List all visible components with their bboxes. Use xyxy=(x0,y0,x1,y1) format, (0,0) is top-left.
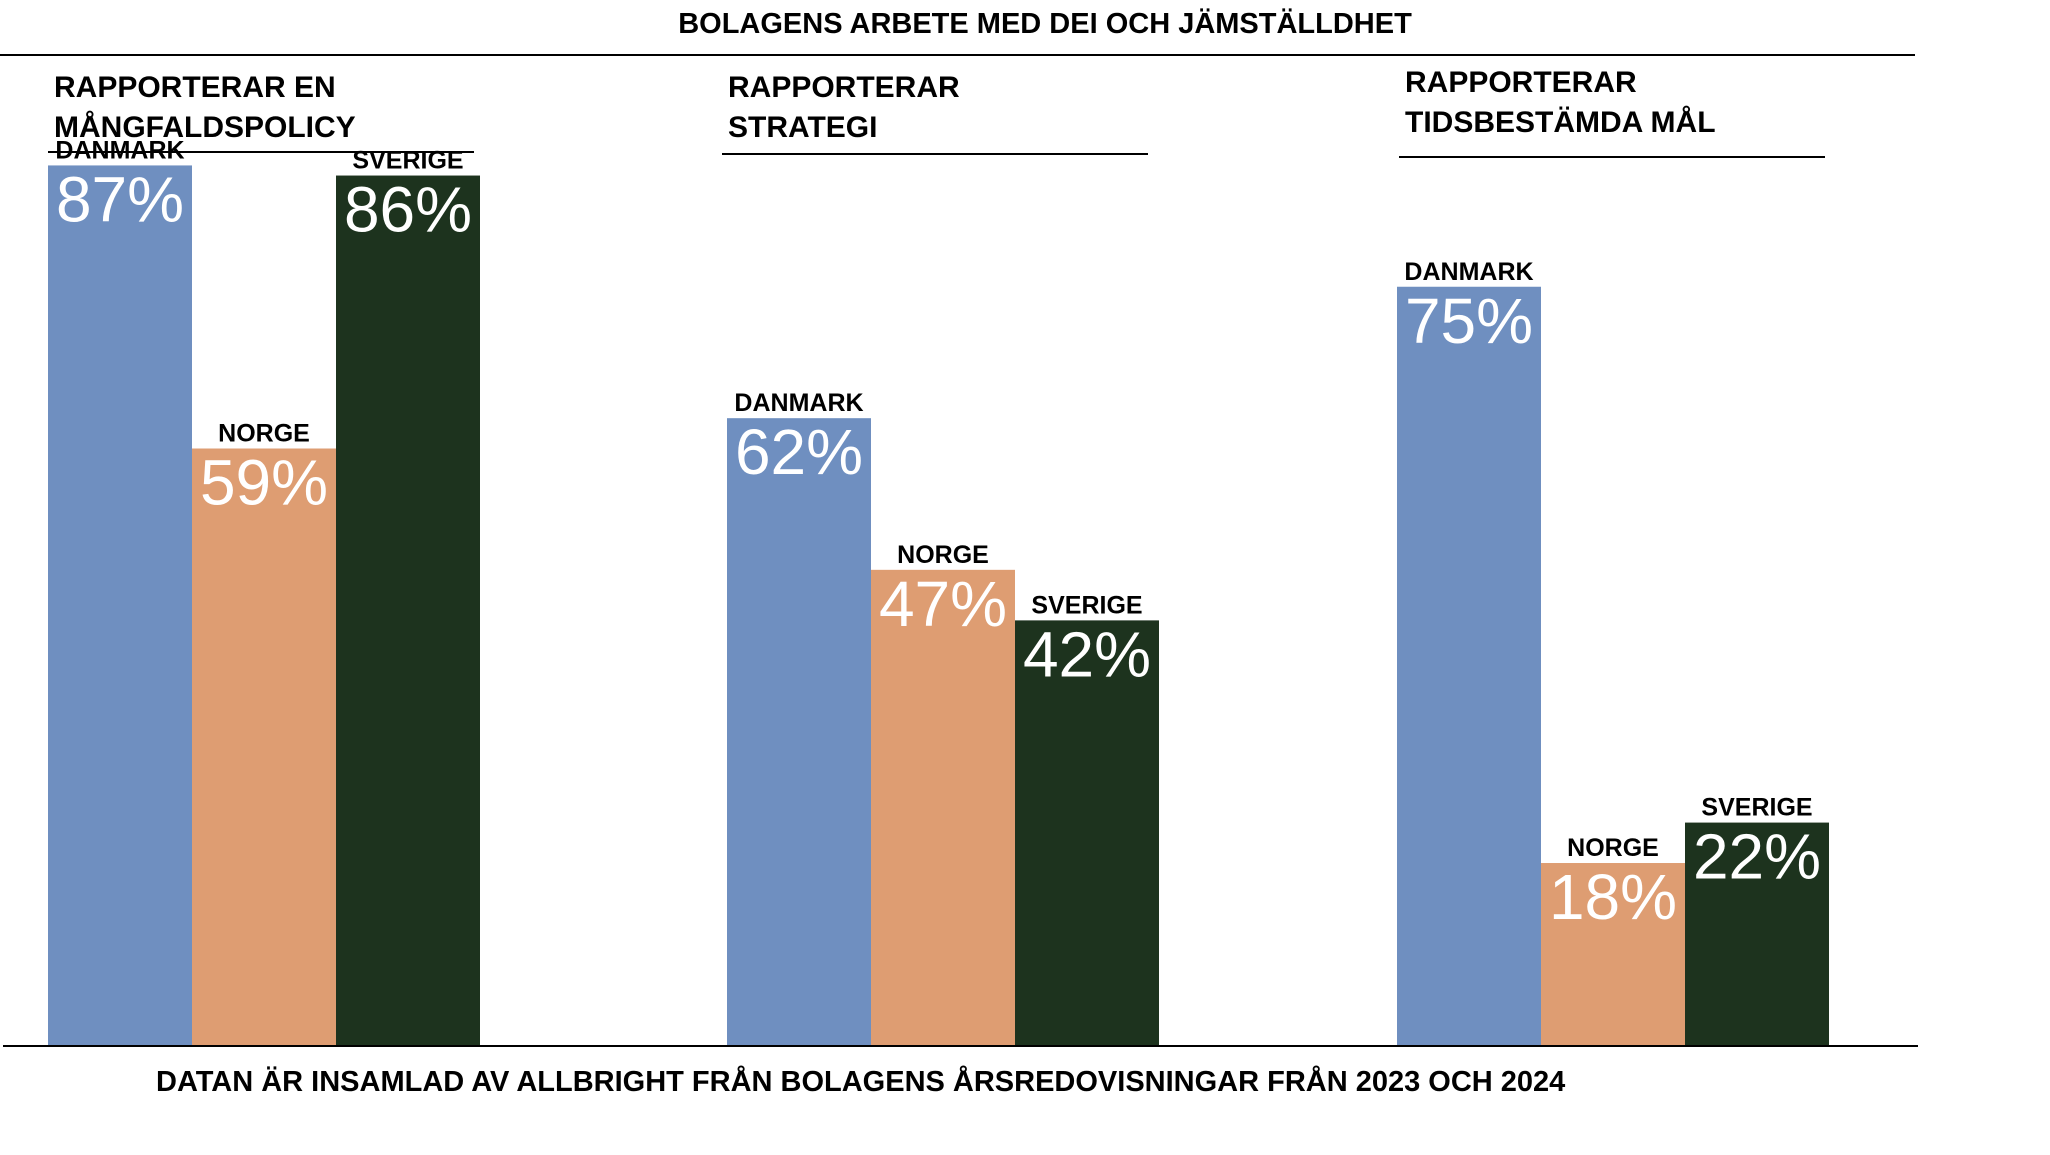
group-label-line: TIDSBESTÄMDA MÅL xyxy=(1405,106,1716,139)
group-label-line: RAPPORTERAR xyxy=(1405,66,1637,99)
group-label-line: STRATEGI xyxy=(728,111,877,144)
value-label-danmark: 87% xyxy=(56,163,184,235)
value-label-norge: 47% xyxy=(879,568,1007,640)
country-label-norge: NORGE xyxy=(1567,834,1659,862)
group-label-line: RAPPORTERAR EN xyxy=(54,71,336,104)
country-label-sverige: SVERIGE xyxy=(1701,794,1812,822)
value-label-norge: 18% xyxy=(1549,861,1677,933)
country-label-norge: NORGE xyxy=(218,420,310,448)
group-label-line: MÅNGFALDSPOLICY xyxy=(54,111,356,144)
country-label-sverige: SVERIGE xyxy=(1031,591,1142,619)
value-label-norge: 59% xyxy=(200,447,328,519)
bar-norge xyxy=(871,569,1015,1045)
bar-danmark xyxy=(1397,286,1541,1045)
country-label-sverige: SVERIGE xyxy=(352,147,463,175)
bar-danmark xyxy=(727,418,871,1045)
bar-sverige xyxy=(1685,822,1829,1045)
value-label-danmark: 75% xyxy=(1405,285,1533,357)
country-label-danmark: DANMARK xyxy=(55,136,184,164)
chart-title: BOLAGENS ARBETE MED DEI OCH JÄMSTÄLLDHET xyxy=(678,7,1412,40)
bar-sverige xyxy=(1015,620,1159,1045)
bar-norge xyxy=(192,448,336,1045)
bar-sverige xyxy=(336,175,480,1046)
value-label-danmark: 62% xyxy=(735,416,863,488)
value-label-sverige: 86% xyxy=(344,174,472,246)
value-label-sverige: 42% xyxy=(1023,618,1151,690)
country-label-norge: NORGE xyxy=(897,541,989,569)
country-label-danmark: DANMARK xyxy=(1404,258,1533,286)
bar-norge xyxy=(1541,863,1685,1045)
bar-danmark xyxy=(48,165,192,1045)
footer-note: DATAN ÄR INSAMLAD AV ALLBRIGHT FRÅN BOLA… xyxy=(156,1065,1565,1098)
value-label-sverige: 22% xyxy=(1693,821,1821,893)
group-label-line: RAPPORTERAR xyxy=(728,71,960,104)
country-label-danmark: DANMARK xyxy=(734,389,863,417)
